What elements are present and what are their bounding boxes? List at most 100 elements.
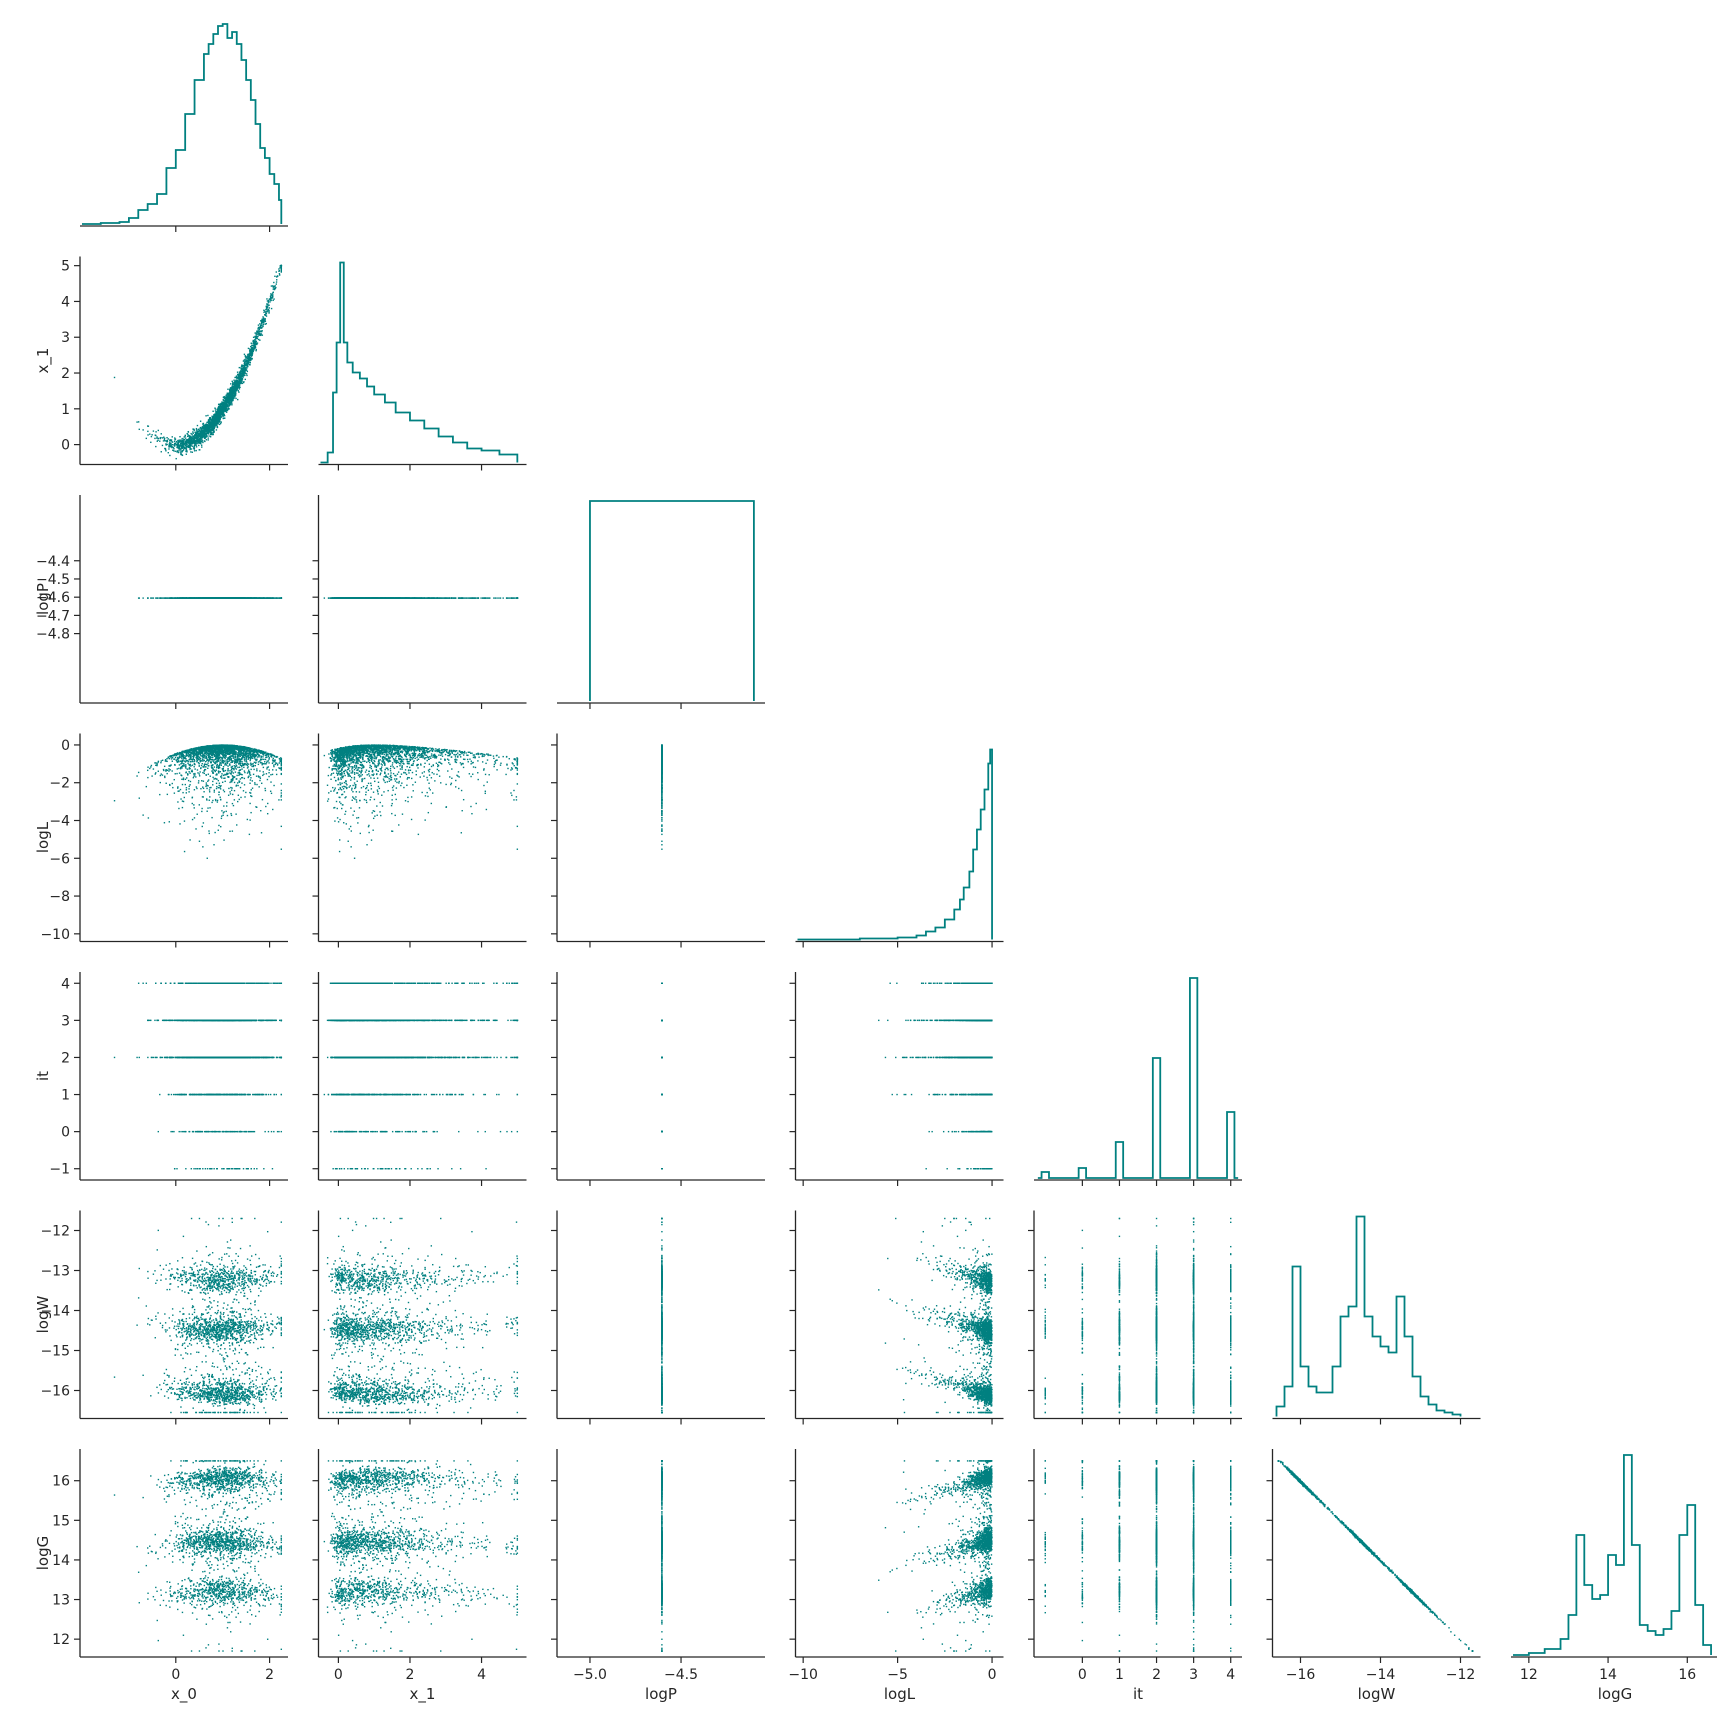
scatter-point: [178, 449, 180, 452]
scatter-point: [159, 437, 161, 440]
scatter-point: [232, 597, 234, 599]
scatter-point: [235, 397, 237, 400]
scatter-point: [193, 446, 196, 448]
scatter-point: [172, 449, 174, 451]
scatter-point: [240, 382, 242, 384]
scatter-point: [177, 442, 179, 444]
scatter-point: [226, 408, 229, 410]
scatter-point: [276, 275, 279, 278]
scatter-point: [246, 361, 249, 363]
scatter-point: [250, 346, 253, 348]
scatter-point: [253, 342, 256, 344]
scatter-point: [263, 310, 266, 312]
scatter-point: [181, 437, 183, 440]
scatter-point: [270, 597, 273, 599]
scatter-point: [237, 398, 239, 401]
scatter-point: [251, 344, 253, 346]
scatter-point: [265, 315, 268, 317]
scatter-point: [210, 422, 212, 424]
scatter-point: [204, 430, 206, 432]
scatter-point: [197, 440, 200, 442]
scatter-point: [265, 311, 267, 313]
scatter-point: [236, 371, 239, 373]
scatter-point: [208, 422, 211, 424]
scatter-point: [249, 358, 252, 360]
scatter-point: [179, 435, 181, 438]
scatter-point: [221, 408, 223, 410]
scatter-point: [152, 430, 155, 432]
scatter-point: [278, 597, 280, 599]
scatter-point: [215, 425, 217, 427]
scatter-point: [278, 270, 280, 273]
scatter-point: [248, 353, 251, 355]
scatter-point: [222, 403, 225, 405]
scatter-point: [159, 597, 161, 599]
scatter-point: [168, 446, 170, 448]
scatter-point: [208, 417, 211, 420]
scatter-point: [255, 349, 257, 352]
scatter-point: [189, 597, 191, 599]
scatter-point: [181, 440, 183, 442]
scatter-point: [232, 385, 234, 387]
scatter-point: [229, 387, 231, 390]
scatter-point: [274, 275, 276, 278]
scatter-point: [183, 447, 185, 449]
scatter-point: [177, 446, 179, 448]
scatter-point: [207, 424, 209, 426]
scatter-point: [176, 450, 179, 452]
scatter-point: [197, 428, 200, 431]
scatter-point: [213, 413, 216, 416]
scatter-point: [272, 291, 274, 293]
scatter-point: [229, 395, 232, 398]
scatter-point: [250, 349, 252, 351]
scatter-point: [233, 379, 235, 381]
scatter-point: [235, 376, 237, 379]
scatter-point: [189, 448, 191, 451]
scatter-point: [255, 348, 258, 351]
scatter-point: [185, 448, 187, 451]
scatter-point: [486, 597, 488, 599]
scatter-point: [264, 313, 266, 316]
scatter-point: [150, 441, 152, 444]
scatter-point: [184, 437, 187, 439]
scatter-point: [174, 438, 177, 440]
scatter-point: [257, 338, 260, 341]
scatter-point: [213, 419, 215, 421]
scatter-point: [196, 430, 198, 432]
scatter-point: [184, 444, 187, 446]
scatter-point: [168, 443, 171, 445]
scatter-point: [238, 373, 240, 376]
scatter-point: [246, 367, 248, 369]
scatter-point: [219, 403, 222, 406]
scatter-point: [269, 301, 271, 303]
scatter-point: [226, 395, 228, 398]
scatter-point: [272, 285, 274, 287]
scatter-point: [278, 273, 281, 275]
scatter-point: [434, 597, 436, 599]
scatter-point: [156, 437, 158, 439]
scatter-point: [156, 597, 158, 599]
scatter-point: [206, 421, 209, 423]
scatter-point: [166, 597, 168, 599]
scatter-point: [247, 365, 249, 368]
scatter-point: [171, 441, 174, 443]
scatter-point: [233, 383, 235, 385]
scatter-point: [256, 342, 259, 344]
scatter-point: [181, 447, 183, 449]
scatter-point: [213, 417, 215, 420]
scatter-point: [246, 597, 248, 599]
scatter-point: [173, 440, 176, 443]
scatter-point: [236, 387, 238, 389]
scatter-point: [176, 451, 178, 453]
scatter-point: [261, 320, 263, 323]
scatter-point: [251, 350, 253, 353]
scatter-point: [259, 334, 261, 336]
scatter-point: [202, 436, 204, 438]
scatter-point: [209, 435, 211, 437]
scatter-point: [136, 421, 138, 423]
scatter-point: [222, 597, 225, 599]
scatter-point: [238, 391, 240, 393]
scatter-point: [462, 597, 464, 599]
scatter-point: [242, 360, 245, 362]
